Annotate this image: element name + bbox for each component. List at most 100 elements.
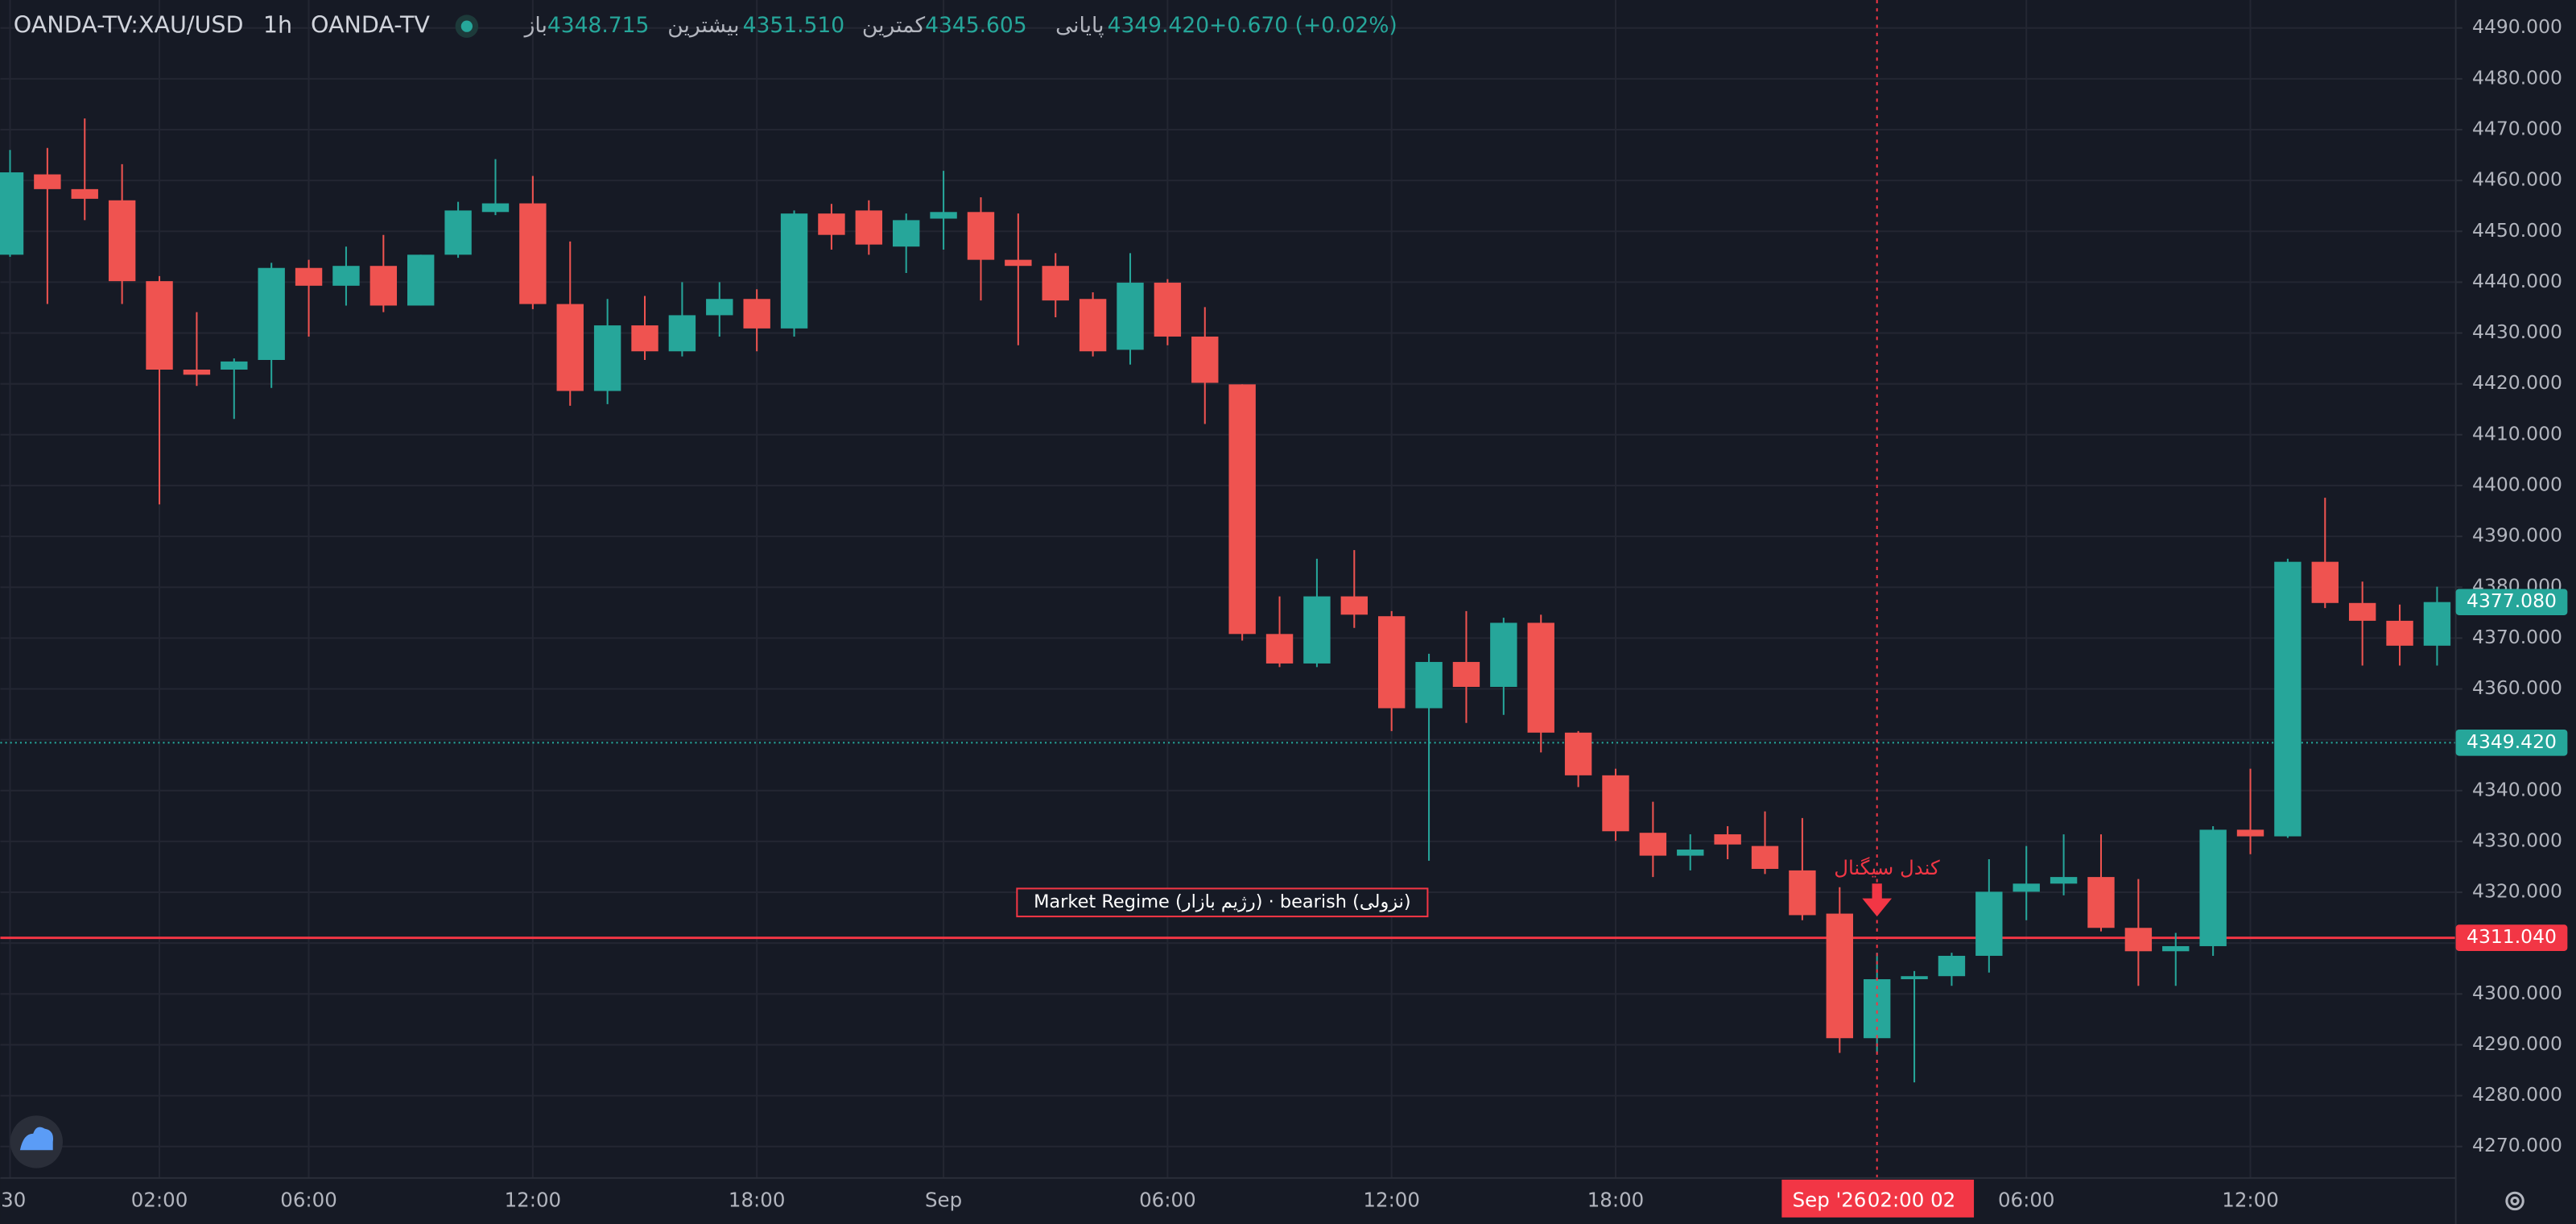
candle-body — [258, 267, 285, 361]
ohlc-label: کمترین — [862, 13, 926, 38]
y-tick-label: 4470.000 — [2472, 117, 2562, 139]
x-tick-label: 18:00 — [729, 1188, 786, 1211]
y-tick-label: 4300.000 — [2472, 982, 2562, 1004]
logo-icon — [19, 1127, 54, 1151]
ohlc-value: 4351.510 — [743, 13, 845, 38]
candle-body — [1938, 955, 1966, 977]
candle-body — [1005, 259, 1032, 267]
candle-body — [2013, 883, 2040, 892]
crosshair-label-box — [1781, 1179, 1975, 1218]
candle-body — [1191, 336, 1219, 383]
y-tick-label: 4490.000 — [2472, 15, 2562, 38]
price-lines — [0, 742, 2456, 940]
price-label-box — [2455, 924, 2568, 951]
y-tick-label: 4330.000 — [2472, 829, 2562, 851]
candle-body — [295, 267, 323, 286]
signal-label: کندل سیگنال — [1834, 856, 1940, 879]
regime-label: Market Regime (رژیم بازار) · bearish (نز… — [1034, 891, 1411, 912]
candle-body — [1154, 283, 1182, 337]
source: OANDA-TV — [311, 11, 430, 39]
crosshair-time: 02:00 02 — [1868, 1188, 1955, 1211]
candle-body — [1490, 622, 1517, 687]
price-label-box — [2455, 589, 2568, 615]
x-tick-label: 06:00 — [280, 1188, 337, 1211]
candle-body — [1677, 850, 1704, 856]
candle-body — [2199, 829, 2227, 946]
candle-body — [1340, 596, 1368, 615]
x-tick-label: 12:00 — [1363, 1188, 1420, 1211]
candle-body — [780, 213, 808, 329]
x-tick-label: 12:00 — [2222, 1188, 2279, 1211]
candle-body — [1079, 299, 1107, 352]
candle-body — [556, 304, 584, 391]
y-tick-label: 4420.000 — [2472, 371, 2562, 394]
y-tick-label: 4370.000 — [2472, 626, 2562, 648]
price-label-box — [2455, 729, 2568, 756]
candle-body — [2162, 945, 2190, 952]
candle-body — [481, 203, 510, 213]
candle-body — [2348, 602, 2376, 621]
y-tick-label: 4460.000 — [2472, 168, 2562, 191]
x-tick-label: 12:00 — [505, 1188, 562, 1211]
logo[interactable] — [10, 1115, 63, 1168]
candle-body — [332, 266, 360, 286]
price-label: 4349.420 — [2467, 730, 2557, 753]
y-tick-label: 4400.000 — [2472, 473, 2562, 495]
candle-body — [1714, 834, 1741, 845]
header: OANDA-TV:XAU/USD 1h OANDA-TV باز 4348.71… — [14, 11, 1397, 39]
candle-body — [706, 299, 733, 316]
candle-body — [369, 266, 398, 306]
candle-body — [1265, 634, 1294, 664]
ohlc-value: 4349.420 — [1108, 13, 1210, 38]
candle-body — [221, 361, 248, 370]
settings[interactable] — [2505, 1191, 2524, 1211]
market-status-dot — [460, 20, 473, 32]
annotations: کندل سیگنال Market Regime (رژیم بازار) · … — [1016, 0, 1940, 1178]
candle-body — [183, 370, 211, 375]
symbol: OANDA-TV:XAU/USD — [14, 11, 244, 39]
candle-body — [818, 213, 845, 235]
settings-icon[interactable] — [2505, 1191, 2524, 1211]
candle-body — [146, 281, 173, 370]
y-tick-label: 4320.000 — [2472, 880, 2562, 903]
axes: 4270.0004280.0004290.0004300.0004310.000… — [1, 15, 2568, 1218]
candle-body — [1452, 662, 1480, 687]
candle-body — [1602, 775, 1629, 832]
ohlc-value: 4345.605 — [925, 13, 1027, 38]
candle-body — [1228, 384, 1256, 635]
y-tick-label: 4360.000 — [2472, 676, 2562, 699]
ohlc-value: 4348.715 — [547, 13, 650, 38]
settings-icon-center — [2510, 1196, 2520, 1206]
y-tick-label: 4410.000 — [2472, 422, 2562, 445]
candle-body — [2311, 561, 2339, 603]
x-tick-label: Sep — [925, 1188, 962, 1211]
y-tick-label: 4290.000 — [2472, 1032, 2562, 1055]
candle-body — [34, 174, 61, 189]
candle-body — [2274, 561, 2301, 837]
candle-body — [1789, 870, 1816, 916]
candle-body — [743, 299, 770, 329]
candle-body — [2386, 620, 2413, 646]
y-tick-label: 4450.000 — [2472, 219, 2562, 242]
x-tick-label: 06:00 — [1998, 1188, 2055, 1211]
y-tick-label: 4280.000 — [2472, 1083, 2562, 1106]
candle-body — [1117, 283, 1144, 350]
price-label: 4377.080 — [2467, 589, 2557, 612]
x-tick-label: 30 — [1, 1188, 26, 1211]
candle-body — [593, 325, 621, 391]
candle-body — [1826, 913, 1853, 1039]
ohlc-label: باز — [523, 13, 547, 38]
candle-body — [2124, 928, 2153, 952]
y-tick-label: 4480.000 — [2472, 66, 2562, 89]
candle-body — [967, 212, 995, 260]
candle-body — [0, 172, 24, 255]
y-tick-label: 4270.000 — [2472, 1134, 2562, 1156]
y-tick-label: 4390.000 — [2472, 524, 2562, 547]
y-tick-label: 4430.000 — [2472, 320, 2562, 343]
grid — [0, 0, 2456, 1178]
x-tick-label: 18:00 — [1587, 1188, 1645, 1211]
candle-body — [1639, 833, 1667, 856]
